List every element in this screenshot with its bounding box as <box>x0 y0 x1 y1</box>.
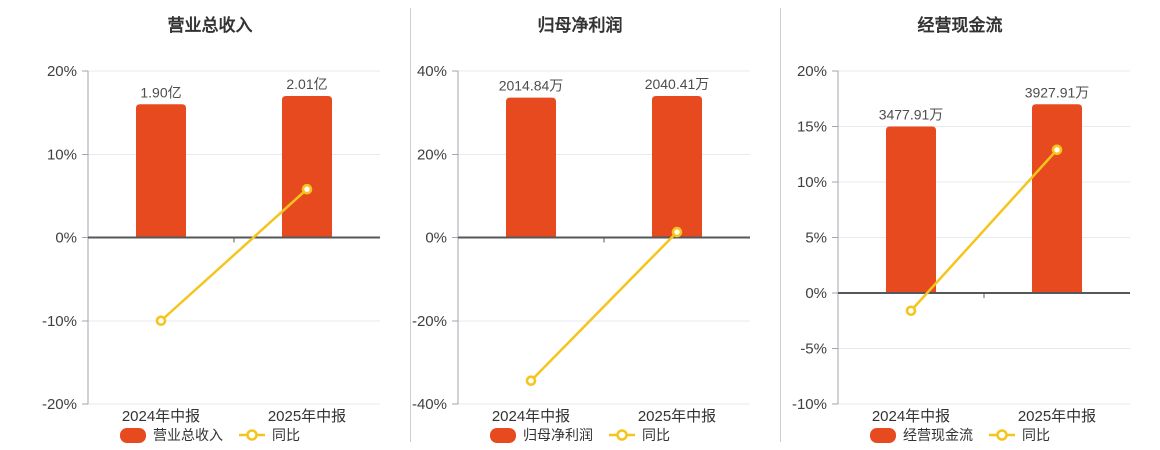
bar-value-label: 3477.91万 <box>879 107 944 123</box>
bar-2024年中报[interactable] <box>886 126 936 293</box>
x-axis-label: 2024年中报 <box>122 408 200 425</box>
line-series-marker-icon <box>989 429 1015 441</box>
y-axis-label: 0% <box>55 230 77 247</box>
bar-series-swatch <box>120 427 146 443</box>
x-axis-label: 2025年中报 <box>1018 408 1096 425</box>
legend-circle <box>996 429 1008 441</box>
yoy-line <box>909 148 1059 313</box>
chart-panel-revenue: 营业总收入 20% 10% 0% -10% -20% 1.90亿 2.01亿 2024年中报 2… <box>0 0 410 450</box>
x-axis-label: 2025年中报 <box>638 408 716 425</box>
x-axis-label: 2024年中报 <box>872 408 950 425</box>
legend-label: 同比 <box>1022 427 1050 443</box>
y-axis-label: -10% <box>42 313 77 330</box>
y-axis-label: -20% <box>412 313 447 330</box>
y-axis-label: 20% <box>47 63 77 80</box>
legend-circle <box>616 429 628 441</box>
legend-item-归母净利润[interactable]: 归母净利润 <box>490 425 593 445</box>
legend-label: 经营现金流 <box>903 427 973 443</box>
yoy-line <box>529 230 679 382</box>
y-axis-label: 10% <box>47 146 77 163</box>
bar-series-swatch <box>490 427 516 443</box>
bar-value-label: 2.01亿 <box>286 76 327 92</box>
yoy-point-2024年中报[interactable] <box>905 305 917 317</box>
chart-legend: 营业总收入 同比 <box>64 426 356 444</box>
yoy-line <box>159 187 309 322</box>
bar-2025年中报[interactable] <box>652 95 702 237</box>
y-axis-label: 20% <box>797 63 827 80</box>
y-axis-label: 10% <box>797 174 827 191</box>
y-axis-label: 15% <box>797 119 827 136</box>
chart-panel-cash-flow: 经营现金流 20% 15% 10% 5% 0% -5% -10% 3477.91万 3927.9… <box>780 0 1160 450</box>
chart-legend: 经营现金流 同比 <box>814 426 1106 444</box>
legend-item-同比[interactable]: 同比 <box>609 425 670 445</box>
chart-panel-net-profit: 归母净利润 40% 20% 0% -20% -40% 2014.84万 2040.41万 20… <box>410 0 780 450</box>
legend-item-营业总收入[interactable]: 营业总收入 <box>120 425 223 445</box>
legend-item-同比[interactable]: 同比 <box>239 425 300 445</box>
yoy-point-2024年中报[interactable] <box>155 315 167 327</box>
y-axis-label: 0% <box>425 230 447 247</box>
line-series-marker-icon <box>239 429 265 441</box>
chart-plot: 20% 15% 10% 5% 0% -5% -10% 3477.91万 3927.91万 2024… <box>792 63 1130 425</box>
bar-value-label: 2040.41万 <box>645 76 710 92</box>
legend-item-经营现金流[interactable]: 经营现金流 <box>870 425 973 445</box>
legend-item-同比[interactable]: 同比 <box>989 425 1050 445</box>
legend-label: 归母净利润 <box>523 427 593 443</box>
yoy-point-2024年中报[interactable] <box>525 375 537 386</box>
chart-plot: 40% 20% 0% -20% -40% 2014.84万 2040.41万 2024年中报 2… <box>412 63 750 425</box>
x-axis-label: 2025年中报 <box>268 408 346 425</box>
bar-2025年中报[interactable] <box>282 95 332 237</box>
yoy-point-2025年中报[interactable] <box>1051 144 1063 156</box>
legend-label: 营业总收入 <box>153 427 223 443</box>
bar-series-swatch <box>870 427 896 443</box>
line-series-marker-icon <box>609 429 635 441</box>
yoy-point-2025年中报[interactable] <box>301 183 313 195</box>
y-axis-label: 0% <box>805 285 827 302</box>
y-axis-label: 20% <box>417 146 447 163</box>
y-axis-label: -40% <box>412 396 447 413</box>
chart-legend: 归母净利润 同比 <box>434 426 726 444</box>
chart-plot: 20% 10% 0% -10% -20% 1.90亿 2.01亿 2024年中报 2025年中报 <box>42 63 380 425</box>
y-axis-label: -10% <box>792 396 827 413</box>
legend-circle <box>246 429 258 441</box>
x-axis-label: 2024年中报 <box>492 408 570 425</box>
y-axis-label: 5% <box>805 230 827 247</box>
bar-value-label: 1.90亿 <box>140 84 181 100</box>
bar-2024年中报[interactable] <box>506 97 556 237</box>
yoy-point-2025年中报[interactable] <box>671 226 683 238</box>
y-axis-label: -5% <box>800 341 827 358</box>
y-axis-label: 40% <box>417 63 447 80</box>
chart-title: 经营现金流 <box>917 16 1003 35</box>
chart-title: 归母净利润 <box>537 16 623 35</box>
legend-label: 同比 <box>642 427 670 443</box>
bar-2025年中报[interactable] <box>1032 104 1082 292</box>
bar-value-label: 3927.91万 <box>1025 84 1090 100</box>
chart-title: 营业总收入 <box>167 16 253 35</box>
bar-2024年中报[interactable] <box>136 104 186 237</box>
legend-label: 同比 <box>272 427 300 443</box>
bar-value-label: 2014.84万 <box>499 78 564 94</box>
y-axis-label: -20% <box>42 396 77 413</box>
